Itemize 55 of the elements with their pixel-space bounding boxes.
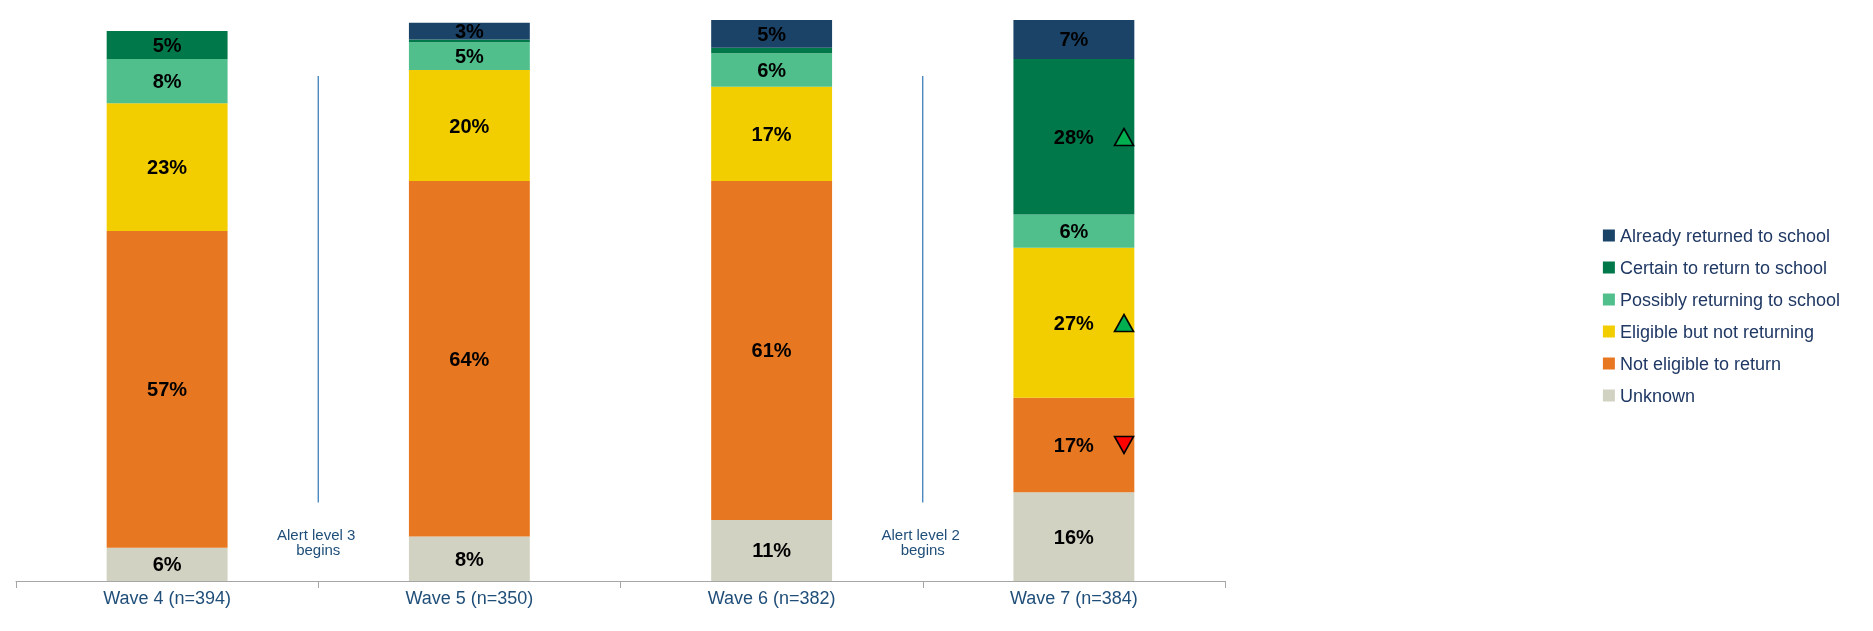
data-label: 28% (1053, 125, 1095, 148)
annotation: Alert level 3 begins (276, 525, 360, 558)
x-tick-label: Wave 4 (n=394) (103, 588, 232, 608)
data-label: 16% (1053, 525, 1095, 548)
data-label: 17% (751, 122, 792, 145)
bar (1013, 397, 1135, 493)
x-tick-label: Wave 7 (n=384) (1009, 588, 1138, 608)
data-label: 27% (1053, 311, 1095, 334)
data-label: 6% (757, 58, 787, 81)
bar (408, 536, 530, 581)
bar (1013, 247, 1135, 398)
data-label: 5% (152, 33, 182, 56)
data-label: 8% (454, 547, 485, 570)
data-label: 7% (1059, 28, 1089, 51)
legend-label: Possibly returning to school (1619, 289, 1841, 310)
x-tick-label: Wave 5 (n=350) (405, 588, 534, 608)
bar (1013, 20, 1135, 59)
bar (711, 20, 833, 48)
data-label: 64% (449, 347, 490, 370)
bar (711, 181, 833, 520)
data-label: 23% (147, 156, 188, 179)
x-tick-label: Wave 6 (n=382) (707, 588, 836, 608)
annotation: Alert level 2 begins (881, 525, 965, 558)
bar (1013, 492, 1135, 581)
data-label: 11% (752, 539, 792, 562)
bar (106, 58, 228, 104)
legend-label: Unknown (1619, 385, 1695, 406)
bar (408, 42, 530, 70)
bar (711, 47, 833, 54)
bar (408, 39, 530, 43)
data-label: 8% (152, 70, 182, 93)
bar (106, 31, 228, 59)
legend-label: Already returned to school (1619, 225, 1831, 246)
data-label: 17% (1053, 433, 1095, 456)
bar (1013, 58, 1135, 215)
data-label: 6% (1059, 220, 1089, 243)
bar (106, 103, 228, 232)
data-label: 57% (147, 378, 188, 401)
data-label: 5% (757, 22, 787, 45)
data-label: 3% (454, 20, 485, 43)
bar (408, 69, 530, 182)
bar (1013, 214, 1135, 248)
bar (711, 519, 833, 581)
bar (408, 181, 530, 537)
bar (106, 547, 228, 581)
data-label: 20% (449, 114, 490, 137)
legend-label: Eligible but not returning (1619, 321, 1815, 342)
bar (711, 53, 833, 87)
bar (106, 231, 228, 548)
data-label: 61% (751, 339, 792, 362)
bar (711, 86, 833, 182)
data-label: 5% (454, 45, 485, 68)
legend-label: Certain to return to school (1619, 257, 1827, 278)
data-label: 6% (152, 553, 182, 576)
legend-label: Not eligible to return (1619, 353, 1781, 374)
